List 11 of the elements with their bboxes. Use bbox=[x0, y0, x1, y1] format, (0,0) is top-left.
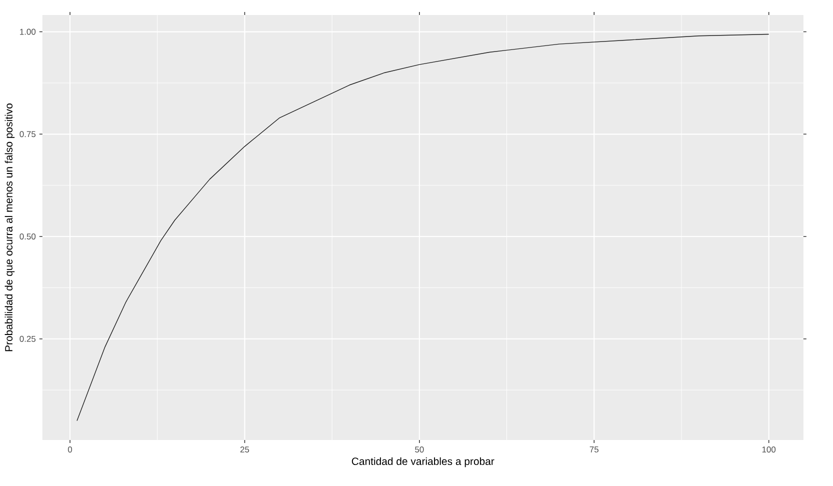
x-axis-title: Cantidad de variables a probar bbox=[352, 457, 494, 468]
y-tick-label: 1.00 bbox=[20, 28, 36, 35]
x-tick-label: 25 bbox=[240, 446, 250, 453]
x-tick-label: 75 bbox=[590, 446, 598, 452]
x-tick-label: 0 bbox=[68, 446, 72, 453]
y-tick-label: 0.75 bbox=[20, 131, 36, 138]
x-tick-label: 100 bbox=[762, 446, 776, 453]
x-tick-label: 50 bbox=[415, 446, 424, 453]
y-axis-title: Probabilidad de que ocurra al menos un falso positivo bbox=[4, 104, 15, 352]
y-tick-label: 0.25 bbox=[20, 336, 36, 342]
y-tick-label: 0.50 bbox=[20, 234, 36, 240]
